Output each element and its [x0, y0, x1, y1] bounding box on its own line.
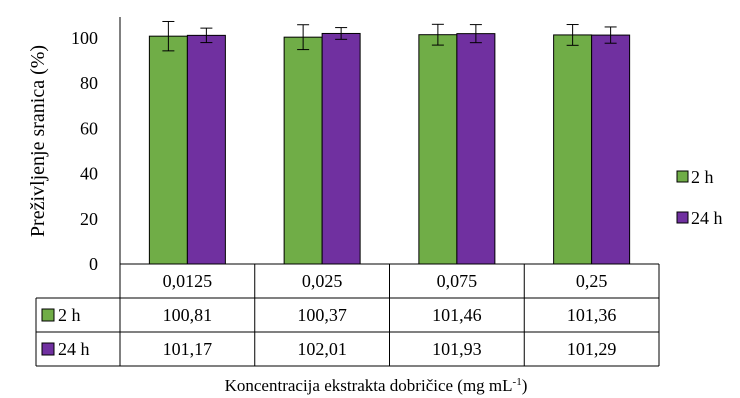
x-axis-label-superscript: -1: [513, 376, 522, 388]
bar-24h: [456, 33, 496, 265]
legend-swatch: [676, 170, 689, 183]
bar-2h: [418, 34, 458, 265]
table-cell: 101,36: [567, 305, 617, 325]
y-axis: 0 20 40 60 80 100: [71, 28, 98, 274]
table-cell: 101,17: [163, 339, 213, 359]
table-row-swatch: [41, 342, 55, 356]
table-cell: 100,37: [297, 305, 347, 325]
y-axis-label: Preživljenje sranica (%): [27, 45, 49, 237]
x-axis-label-end: ): [522, 376, 528, 395]
y-tick-label: 40: [80, 164, 98, 184]
table-cell: 101,46: [432, 305, 482, 325]
y-tick-labels: 0 20 40 60 80 100: [71, 28, 98, 274]
y-tick-label: 60: [80, 118, 98, 138]
legend: 2 h 24 h: [676, 167, 723, 228]
y-tick-label: 100: [71, 28, 98, 48]
table-cell: 101,93: [432, 339, 482, 359]
bars: [148, 32, 631, 265]
x-tick-label: 0,075: [437, 271, 478, 291]
table-row-header: 2 h: [58, 305, 81, 325]
bar-2h: [283, 36, 323, 265]
x-tick-label: 0,25: [576, 271, 608, 291]
table-row-swatch: [41, 308, 55, 322]
x-axis-label-text: Koncentracija ekstrakta dobričice (mg mL: [225, 376, 513, 395]
x-tick-label: 0,025: [302, 271, 343, 291]
table-cell: 101,29: [567, 339, 617, 359]
bar-2h: [148, 35, 188, 265]
table-row-header: 24 h: [58, 339, 90, 359]
bar-24h: [591, 34, 631, 265]
legend-label: 24 h: [691, 208, 723, 228]
bar-24h: [186, 34, 226, 265]
y-tick-label: 0: [89, 254, 98, 274]
x-axis-label: Koncentracija ekstrakta dobričice (mg mL…: [225, 376, 528, 395]
x-tick-label: 0,0125: [163, 271, 213, 291]
legend-label: 2 h: [691, 167, 714, 187]
data-table: 0,0125 0,025 0,075 0,25 2 h 100,81 100,37 101,4…: [35, 263, 660, 367]
legend-swatch: [676, 211, 689, 224]
error-bars: [162, 20, 617, 52]
y-tick-label: 20: [80, 209, 98, 229]
table-cell: 100,81: [163, 305, 213, 325]
table-cell: 102,01: [297, 339, 347, 359]
y-tick-label: 80: [80, 73, 98, 93]
bar-24h: [321, 32, 361, 265]
bar-2h: [553, 34, 593, 265]
